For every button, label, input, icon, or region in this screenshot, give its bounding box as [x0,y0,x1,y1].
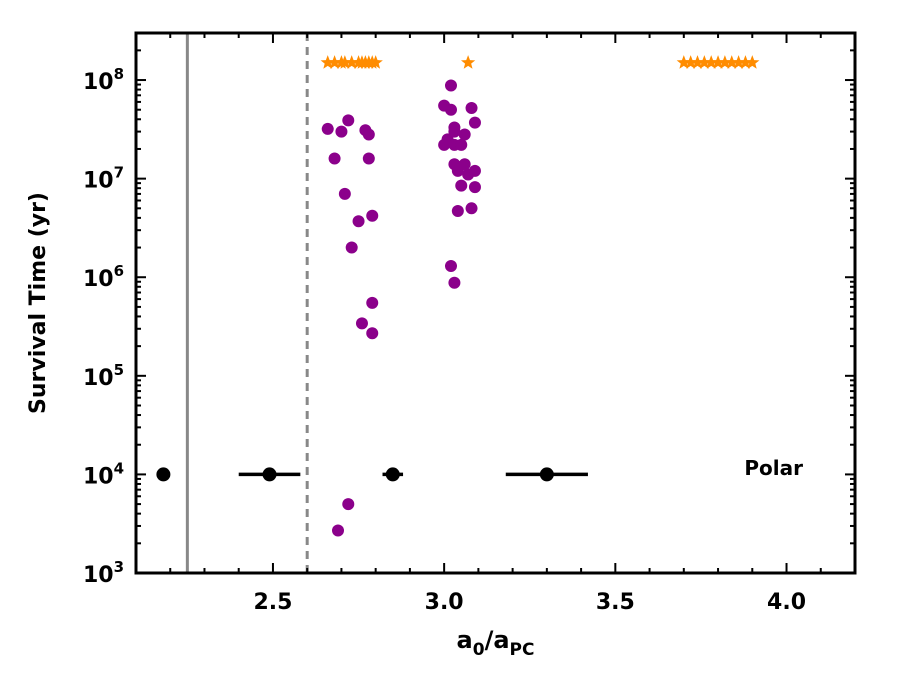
polar-data-point [385,467,400,482]
data-point [335,125,348,138]
x-axis-label: a0/aPC [457,626,535,660]
data-point [342,114,355,127]
y-axis-label: Survival Time (yr) [26,192,51,414]
star-marker [683,55,698,69]
data-point [332,524,345,537]
data-point [366,209,379,222]
data-point [362,128,375,141]
x-tick-label: 3.0 [425,590,464,615]
star-marker [690,55,705,69]
star-marker [697,55,712,69]
polar-data-point [156,467,171,482]
data-point [468,116,481,129]
data-point [458,158,471,171]
data-point [465,202,478,215]
star-marker [745,55,760,69]
axis-tick-labels: 2.5 3.0 3.5 4.0 103 104 105 106 107 108 [83,65,806,615]
chart-marks [156,33,760,573]
star-marker [344,55,359,69]
polar-data-point [262,467,277,482]
star-marker [724,55,739,69]
star-marker [676,55,691,69]
star-marker [710,55,726,69]
data-point [328,152,341,165]
star-marker [460,55,476,69]
polar-annotation: Polar [744,456,803,480]
x-tick-label: 3.5 [596,590,635,615]
data-point [366,296,379,309]
data-point [465,102,478,115]
data-point [362,152,375,165]
star-marker [738,55,753,69]
plot-frame [134,31,857,575]
y-tick-label: 103 [83,558,124,588]
star-marker [704,55,719,69]
data-point [355,317,368,330]
data-point [468,181,481,194]
data-point [444,79,457,92]
data-point [455,179,468,192]
data-point [345,241,358,254]
data-point [444,259,457,272]
data-point [366,327,379,340]
data-point [448,125,461,138]
data-point [455,138,468,151]
star-marker [320,55,335,69]
data-point [458,128,471,141]
data-point [321,122,334,135]
data-point [338,187,351,200]
data-point [444,103,457,116]
star-marker [717,55,733,69]
polar-data-point [539,467,554,482]
y-tick-label: 108 [83,65,124,95]
data-point [448,276,461,289]
data-point [451,204,464,217]
y-tick-label: 105 [83,361,124,391]
data-point [342,498,355,511]
x-tick-label: 4.0 [767,590,806,615]
star-marker [337,55,352,69]
star-marker [327,55,342,69]
y-tick-label: 107 [83,164,124,194]
x-tick-label: 2.5 [253,590,292,615]
y-tick-label: 104 [83,459,124,489]
star-marker [368,55,383,69]
y-tick-label: 106 [83,262,124,292]
data-point [468,164,481,177]
star-marker [731,55,746,69]
data-point [352,215,365,228]
axis-ticks [136,32,855,574]
